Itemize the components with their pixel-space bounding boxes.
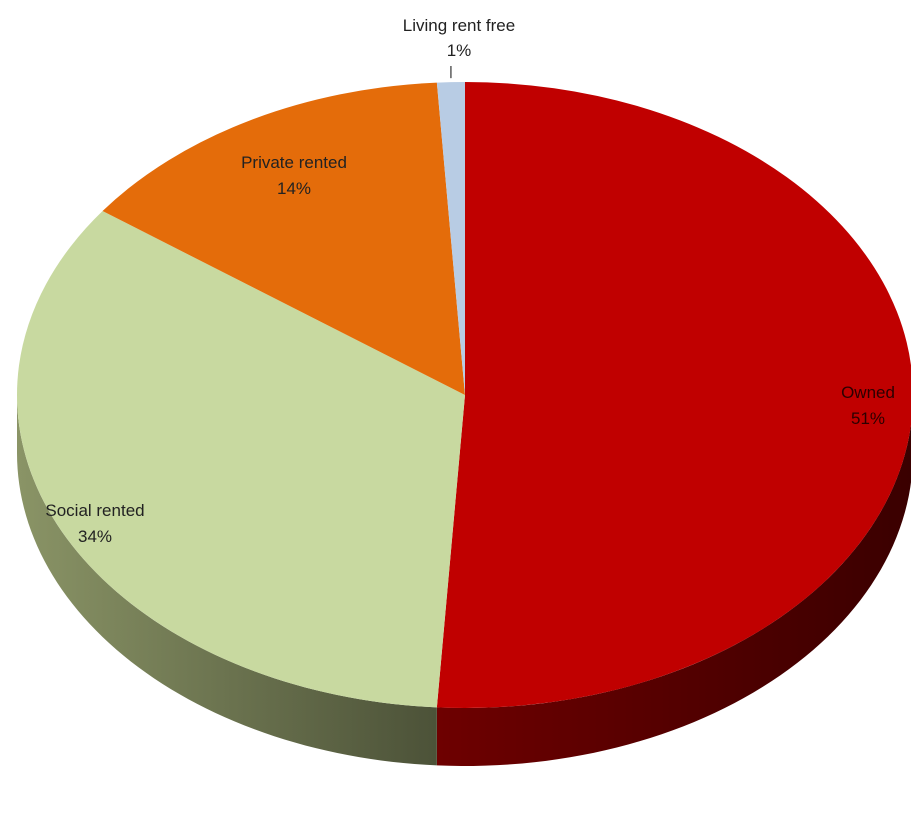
slice-label-social-rented: Social rented	[45, 501, 144, 520]
slice-value-living-rent-free: 1%	[447, 41, 472, 60]
pie-side-layer	[17, 395, 911, 766]
pie-slice-owned	[436, 82, 911, 708]
pie-side-owned	[436, 424, 911, 766]
slice-label-owned: Owned	[841, 383, 895, 402]
slice-value-private-rented: 14%	[277, 179, 311, 198]
pie-top-layer	[16, 82, 911, 708]
slice-label-private-rented: Private rented	[241, 153, 347, 172]
slice-value-owned: 51%	[851, 409, 885, 428]
slice-value-social-rented: 34%	[78, 527, 112, 546]
pie-label-layer: Owned 51% Social rented 34% Private rented 14…	[45, 16, 895, 546]
pie-side-social-rented	[17, 395, 437, 766]
pie-slice-social-rented	[16, 211, 466, 708]
pie-slice-private-rented	[102, 82, 465, 396]
slice-label-living-rent-free: Living rent free	[403, 16, 515, 35]
pie-slice-living-rent-free	[436, 82, 465, 395]
